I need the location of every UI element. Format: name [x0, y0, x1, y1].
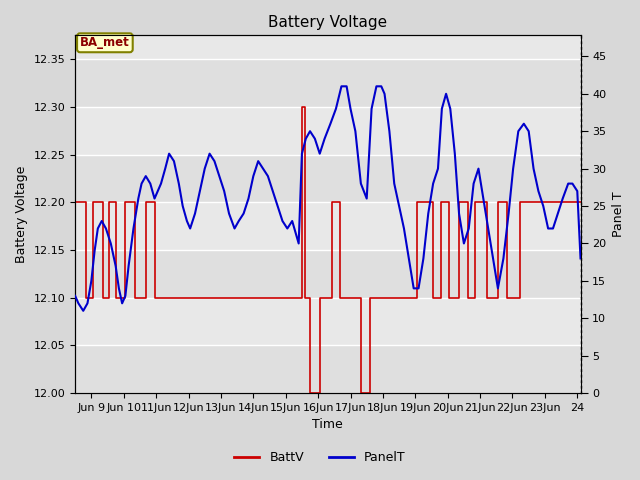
Bar: [75, 250, 580, 298]
Bar: [75, 346, 580, 393]
Bar: [75, 155, 580, 202]
Y-axis label: Panel T: Panel T: [612, 192, 625, 237]
Legend: BattV, PanelT: BattV, PanelT: [229, 446, 411, 469]
Title: Battery Voltage: Battery Voltage: [268, 15, 387, 30]
Text: BA_met: BA_met: [80, 36, 130, 49]
Bar: [75, 59, 580, 107]
Y-axis label: Battery Voltage: Battery Voltage: [15, 166, 28, 263]
X-axis label: Time: Time: [312, 419, 343, 432]
